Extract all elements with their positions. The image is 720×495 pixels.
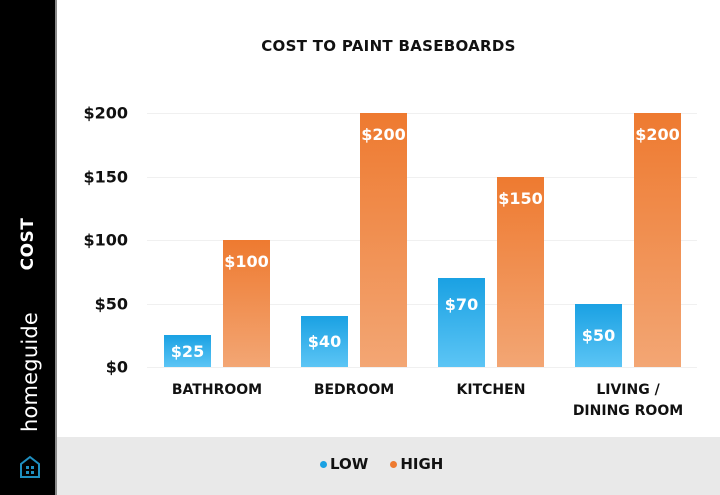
bar-low-bedroom: $40 <box>301 316 348 367</box>
y-tick-label: $50 <box>94 294 128 314</box>
bar-high-kitchen: $150 <box>497 177 544 367</box>
chart-title: COST TO PAINT BASEBOARDS <box>261 37 516 55</box>
legend-label-low: LOW <box>330 455 369 473</box>
bar-value-label: $50 <box>581 326 616 345</box>
legend: LOW HIGH <box>320 455 465 473</box>
x-tick-line2: DINING ROOM <box>572 403 684 419</box>
x-tick-label: LIVING / DINING ROOM <box>553 380 703 422</box>
x-tick-label: BEDROOM <box>279 380 429 401</box>
y-axis-label: COST <box>18 217 38 271</box>
bar-value-label: $40 <box>307 332 342 351</box>
gridline <box>147 113 697 114</box>
legend-dot-low-icon <box>320 460 327 468</box>
legend-dot-high-icon <box>390 460 398 468</box>
bar-value-label: $200 <box>361 125 406 144</box>
x-tick-line1: KITCHEN <box>456 382 526 398</box>
bar-value-label: $100 <box>224 252 269 271</box>
legend-item-low: LOW <box>320 455 368 473</box>
x-tick-line1: BATHROOM <box>171 382 263 398</box>
y-tick-label: $100 <box>83 230 128 250</box>
bar-value-label: $150 <box>498 189 543 208</box>
x-tick-line1: LIVING / <box>596 382 660 398</box>
bar-value-label: $200 <box>635 125 680 144</box>
bar-high-bedroom: $200 <box>360 113 407 367</box>
gridline <box>147 367 697 368</box>
brand-logo-text: homeguide <box>18 311 42 433</box>
bar-value-label: $70 <box>444 295 479 314</box>
y-tick-label: $0 <box>105 357 128 377</box>
sidebar: COST homeguide <box>0 0 57 495</box>
x-tick-label: KITCHEN <box>416 380 566 401</box>
legend-band <box>57 437 720 495</box>
legend-label-high: HIGH <box>400 455 444 473</box>
y-tick-label: $200 <box>83 103 128 123</box>
x-tick-line1: BEDROOM <box>313 382 395 398</box>
y-tick-label: $150 <box>83 167 128 187</box>
bar-high-living-dining: $200 <box>634 113 681 367</box>
legend-item-high: HIGH <box>390 455 443 473</box>
bar-value-label: $25 <box>170 341 205 361</box>
x-tick-label: BATHROOM <box>142 380 292 401</box>
gridline <box>147 177 697 178</box>
bar-low-bathroom: $25 <box>164 335 211 367</box>
bar-low-kitchen: $70 <box>438 278 485 367</box>
gridline <box>147 304 697 305</box>
bar-high-bathroom: $100 <box>223 240 270 367</box>
bar-low-living-dining: $50 <box>575 304 622 367</box>
gridline <box>147 240 697 241</box>
house-icon <box>20 455 40 478</box>
